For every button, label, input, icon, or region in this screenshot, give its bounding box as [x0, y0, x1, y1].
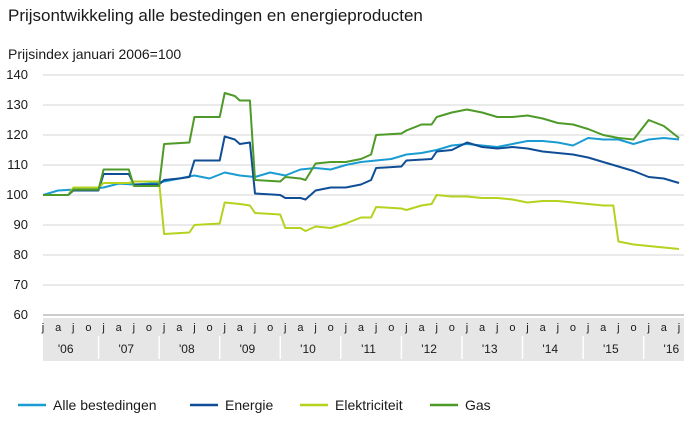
x-tick-label: a: [358, 322, 365, 334]
x-tick-label: a: [600, 322, 607, 334]
x-tick-label: a: [661, 322, 668, 334]
x-tick-label: o: [146, 322, 152, 334]
x-year-label: '08: [179, 342, 195, 356]
x-tick-label: a: [176, 322, 183, 334]
x-tick-label: j: [313, 322, 316, 334]
x-axis-band-rect: [43, 318, 684, 361]
x-tick-label: j: [404, 322, 407, 334]
x-tick-label: j: [253, 322, 256, 334]
y-axis-label: Prijsindex januari 2006=100: [8, 46, 182, 62]
y-tick-label: 80: [14, 247, 28, 262]
x-tick-label: j: [465, 322, 468, 334]
x-tick-label: j: [677, 322, 680, 334]
x-tick-label: a: [479, 322, 486, 334]
y-tick-label: 110: [7, 157, 28, 172]
x-year-label: '09: [240, 342, 256, 356]
x-tick-label: o: [85, 322, 91, 334]
x-tick-label: a: [540, 322, 547, 334]
series-line: [43, 180, 680, 250]
x-tick-label: o: [206, 322, 212, 334]
x-tick-label: j: [646, 322, 649, 334]
x-tick-label: o: [328, 322, 334, 334]
legend-label: Energie: [225, 397, 273, 413]
series-line: [43, 135, 680, 201]
x-tick-label: j: [222, 322, 225, 334]
x-year-label: '11: [361, 342, 376, 356]
x-tick-label: a: [418, 322, 425, 334]
y-axis: 60 70 80 90 100 110 120 130 140: [6, 67, 28, 322]
legend-label: Alle bestedingen: [53, 397, 157, 413]
x-tick-label: j: [525, 322, 528, 334]
x-tick-label: j: [41, 322, 44, 334]
x-year-label: '16: [664, 342, 680, 356]
x-tick-label: a: [116, 322, 123, 334]
x-tick-label: j: [374, 322, 377, 334]
legend-label: Elektriciteit: [335, 397, 403, 413]
legend-label: Gas: [465, 397, 491, 413]
gridlines: [43, 74, 684, 316]
y-tick-label: 100: [6, 187, 28, 202]
x-year-label: '13: [482, 342, 498, 356]
y-tick-label: 90: [14, 217, 28, 232]
x-year-label: '07: [118, 342, 134, 356]
y-tick-label: 140: [6, 67, 28, 82]
x-tick-label: j: [283, 322, 286, 334]
y-tick-label: 120: [6, 127, 28, 142]
series-lines: [42, 92, 680, 250]
x-tick-label: j: [586, 322, 589, 334]
y-tick-label: 60: [14, 307, 28, 322]
x-tick-label: o: [449, 322, 455, 334]
x-tick-label: j: [162, 322, 165, 334]
x-axis-band: [43, 318, 684, 361]
x-year-label: '06: [58, 342, 74, 356]
y-tick-label: 70: [14, 277, 28, 292]
x-tick-label: o: [388, 322, 394, 334]
x-tick-label: j: [101, 322, 104, 334]
x-year-label: '12: [421, 342, 437, 356]
x-tick-label: j: [495, 322, 498, 334]
x-tick-label: j: [616, 322, 619, 334]
x-tick-label: a: [297, 322, 304, 334]
series-line: [43, 92, 680, 196]
x-tick-label: j: [71, 322, 74, 334]
x-tick-label: a: [237, 322, 244, 334]
x-tick-label: j: [344, 322, 347, 334]
x-tick-label: j: [434, 322, 437, 334]
x-tick-label: o: [570, 322, 576, 334]
chart-title: Prijsontwikkeling alle bestedingen en en…: [8, 6, 423, 25]
x-tick-label: o: [509, 322, 515, 334]
x-tick-label: o: [630, 322, 636, 334]
x-year-label: '10: [300, 342, 316, 356]
x-year-label: '14: [542, 342, 558, 356]
x-year-label: '15: [603, 342, 619, 356]
legend: Alle bestedingen Energie Elektriciteit Gas: [18, 397, 491, 413]
y-tick-label: 130: [6, 97, 28, 112]
x-tick-label: o: [267, 322, 273, 334]
x-tick-label: j: [132, 322, 135, 334]
x-tick-label: j: [556, 322, 559, 334]
x-tick-label: a: [55, 322, 62, 334]
x-tick-label: j: [192, 322, 195, 334]
